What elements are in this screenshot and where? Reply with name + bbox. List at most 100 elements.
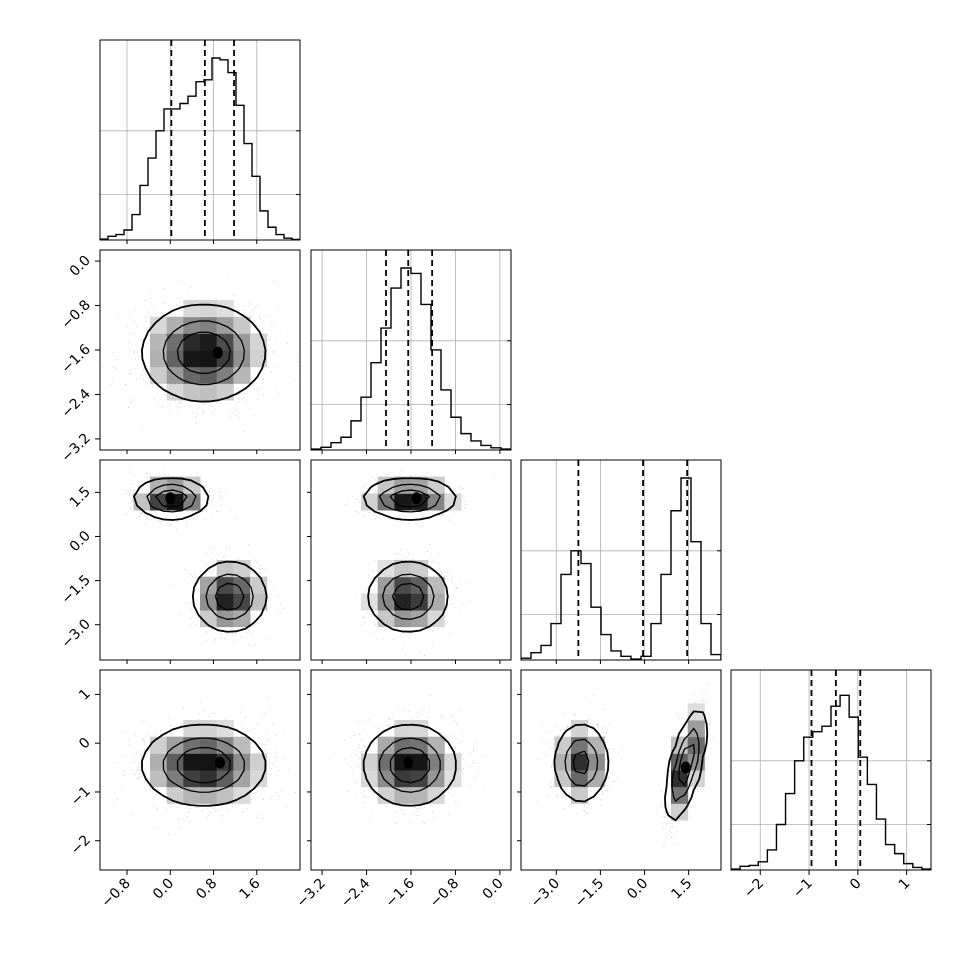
y-tick-label: −1.5: [58, 572, 93, 607]
y-tick-label: 1: [76, 686, 94, 704]
density-cell: [216, 560, 234, 578]
density-cell: [571, 753, 589, 771]
axes-frame: [730, 669, 932, 871]
density-cell: [394, 593, 412, 611]
x-tick-label: 0.8: [193, 876, 220, 903]
density-cell: [411, 593, 429, 611]
x-tick-label: −2.4: [338, 875, 373, 910]
x-tick-label: −0.8: [427, 876, 462, 911]
density-cell: [377, 736, 395, 754]
density-cell: [427, 753, 445, 771]
density-peak: [165, 492, 176, 505]
density-cell: [554, 753, 572, 771]
density-cell: [427, 610, 445, 628]
density-cell: [587, 770, 605, 788]
density-cell: [687, 736, 705, 754]
x-tick-label: 1.5: [668, 876, 695, 903]
contour-level-2: [389, 489, 431, 611]
density-cell: [233, 316, 251, 334]
histogram-step: [100, 57, 300, 240]
density-cell: [377, 593, 395, 611]
density-cell: [394, 560, 412, 578]
density-cell: [150, 333, 168, 351]
density-cell: [183, 333, 201, 351]
y-tick-label: −3.0: [58, 616, 93, 651]
density-cell: [571, 736, 589, 754]
y-tick-label: −2: [68, 832, 94, 858]
density-cell: [200, 786, 218, 804]
contour-level-0: [553, 710, 709, 822]
density-cell: [200, 333, 218, 351]
joint-panel-3-1: [327, 695, 486, 824]
density-cell: [394, 493, 412, 511]
density-cell: [250, 753, 268, 771]
density-cell: [687, 753, 705, 771]
hist-panel-3: [731, 670, 931, 870]
density-cell: [200, 593, 218, 611]
y-tick-label: 0: [76, 735, 94, 753]
density-cell: [444, 493, 462, 511]
density-cell: [411, 576, 429, 594]
density-cell: [377, 786, 395, 804]
density-cell: [394, 786, 412, 804]
joint-panel-3-2: [536, 682, 718, 847]
density-cell: [216, 770, 234, 788]
density-peak: [215, 756, 225, 769]
y-tick-label: 0.0: [67, 528, 94, 555]
density-cell: [427, 786, 445, 804]
density-cell: [554, 736, 572, 754]
density-cell: [444, 753, 462, 771]
density-cell: [200, 300, 218, 318]
density-cell: [200, 770, 218, 788]
density-cell: [361, 493, 379, 511]
density-cell: [200, 316, 218, 334]
density-cell: [233, 770, 251, 788]
contour-level-2: [176, 746, 231, 784]
density-cell: [411, 786, 429, 804]
hist-panel-2: [521, 460, 721, 660]
y-tick-label: −0.8: [58, 297, 93, 332]
density-cell: [587, 736, 605, 754]
hist-panel-1: [311, 250, 511, 450]
density-cell: [394, 770, 412, 788]
density-cell: [250, 593, 268, 611]
density-peak: [212, 346, 223, 359]
density-cell: [166, 316, 184, 334]
density-cell: [150, 350, 168, 368]
contour-level-2: [572, 743, 696, 786]
density-cell: [216, 366, 234, 384]
x-tick-label: 1.6: [237, 875, 264, 902]
density-cell: [183, 720, 201, 738]
density-cell: [394, 576, 412, 594]
histogram-step: [311, 267, 511, 450]
y-tick-label: 1.5: [67, 484, 94, 511]
density-peak: [403, 756, 414, 769]
contour-level-2: [389, 746, 431, 784]
y-tick-label: −3.2: [58, 430, 93, 465]
density-cell: [200, 383, 218, 401]
density-cell: [671, 803, 689, 821]
density-cell: [571, 720, 589, 738]
y-tick-label: −1: [68, 783, 94, 809]
density-cell: [411, 770, 429, 788]
density-cell: [200, 366, 218, 384]
x-tick-label: 0.0: [480, 876, 507, 903]
density-cell: [216, 593, 234, 611]
contour-level-1: [162, 320, 245, 386]
density-cell: [150, 736, 168, 754]
density-cell: [183, 366, 201, 384]
contour-level-1: [564, 727, 700, 802]
density-cell: [166, 383, 184, 401]
density-cell: [233, 736, 251, 754]
x-tick-label: −0.8: [99, 876, 134, 911]
x-tick-label: 0.0: [624, 876, 651, 903]
axes-frame: [99, 669, 301, 871]
density-cell: [200, 610, 218, 628]
density-cell: [183, 753, 201, 771]
contour-level-0: [362, 477, 457, 633]
density-cell: [233, 350, 251, 368]
histogram-step: [731, 694, 931, 870]
density-cell: [183, 316, 201, 334]
